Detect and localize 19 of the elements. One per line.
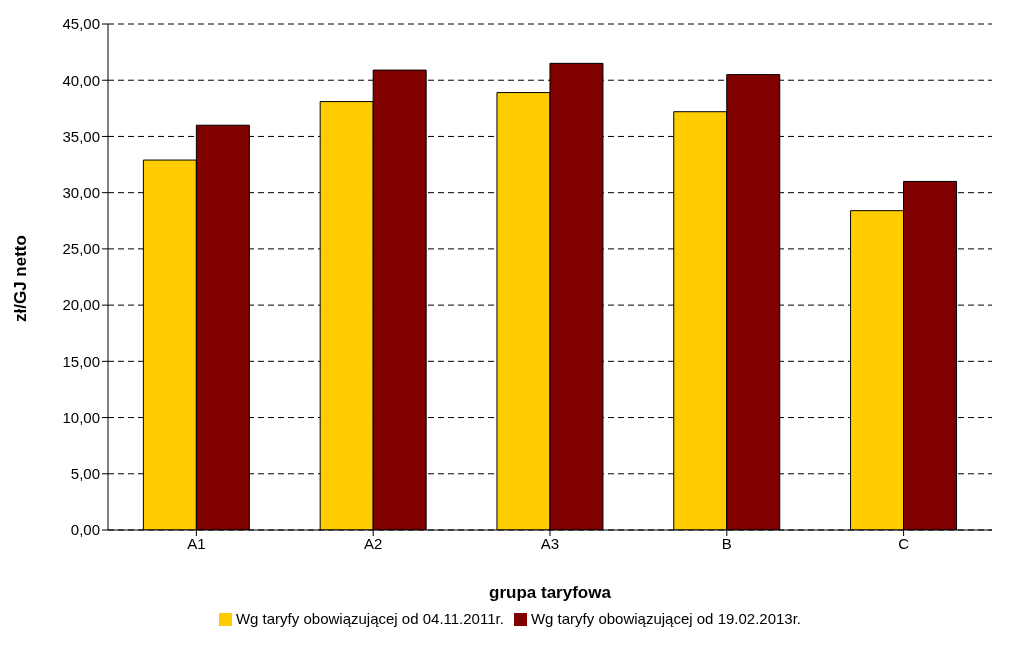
legend-label: Wg taryfy obowiązującej od 19.02.2013r. bbox=[530, 610, 802, 627]
y-tick-label: 45,00 bbox=[62, 15, 100, 33]
y-tick-label: 30,00 bbox=[62, 183, 100, 201]
y-tick-label: 5,00 bbox=[70, 465, 100, 483]
y-tick-label: 15,00 bbox=[62, 352, 100, 370]
y-tick-label: 35,00 bbox=[62, 127, 100, 145]
y-tick-label: 25,00 bbox=[62, 240, 100, 258]
y-axis-title: zł/GJ netto bbox=[11, 235, 31, 322]
x-tick-label: C bbox=[898, 534, 910, 552]
y-tick-label: 20,00 bbox=[62, 296, 100, 314]
y-tick-label: 0,00 bbox=[70, 521, 100, 539]
y-tick-label: 40,00 bbox=[62, 71, 100, 89]
x-tick-label: A3 bbox=[540, 534, 560, 552]
x-tick-label: B bbox=[721, 534, 732, 552]
x-tick-label: A2 bbox=[364, 534, 383, 552]
legend-label: Wg taryfy obowiązującej od 04.11.2011r. bbox=[235, 610, 504, 627]
x-axis-title: grupa taryfowa bbox=[489, 583, 612, 602]
x-tick-label: A1 bbox=[187, 534, 206, 552]
y-tick-label: 10,00 bbox=[62, 408, 100, 426]
